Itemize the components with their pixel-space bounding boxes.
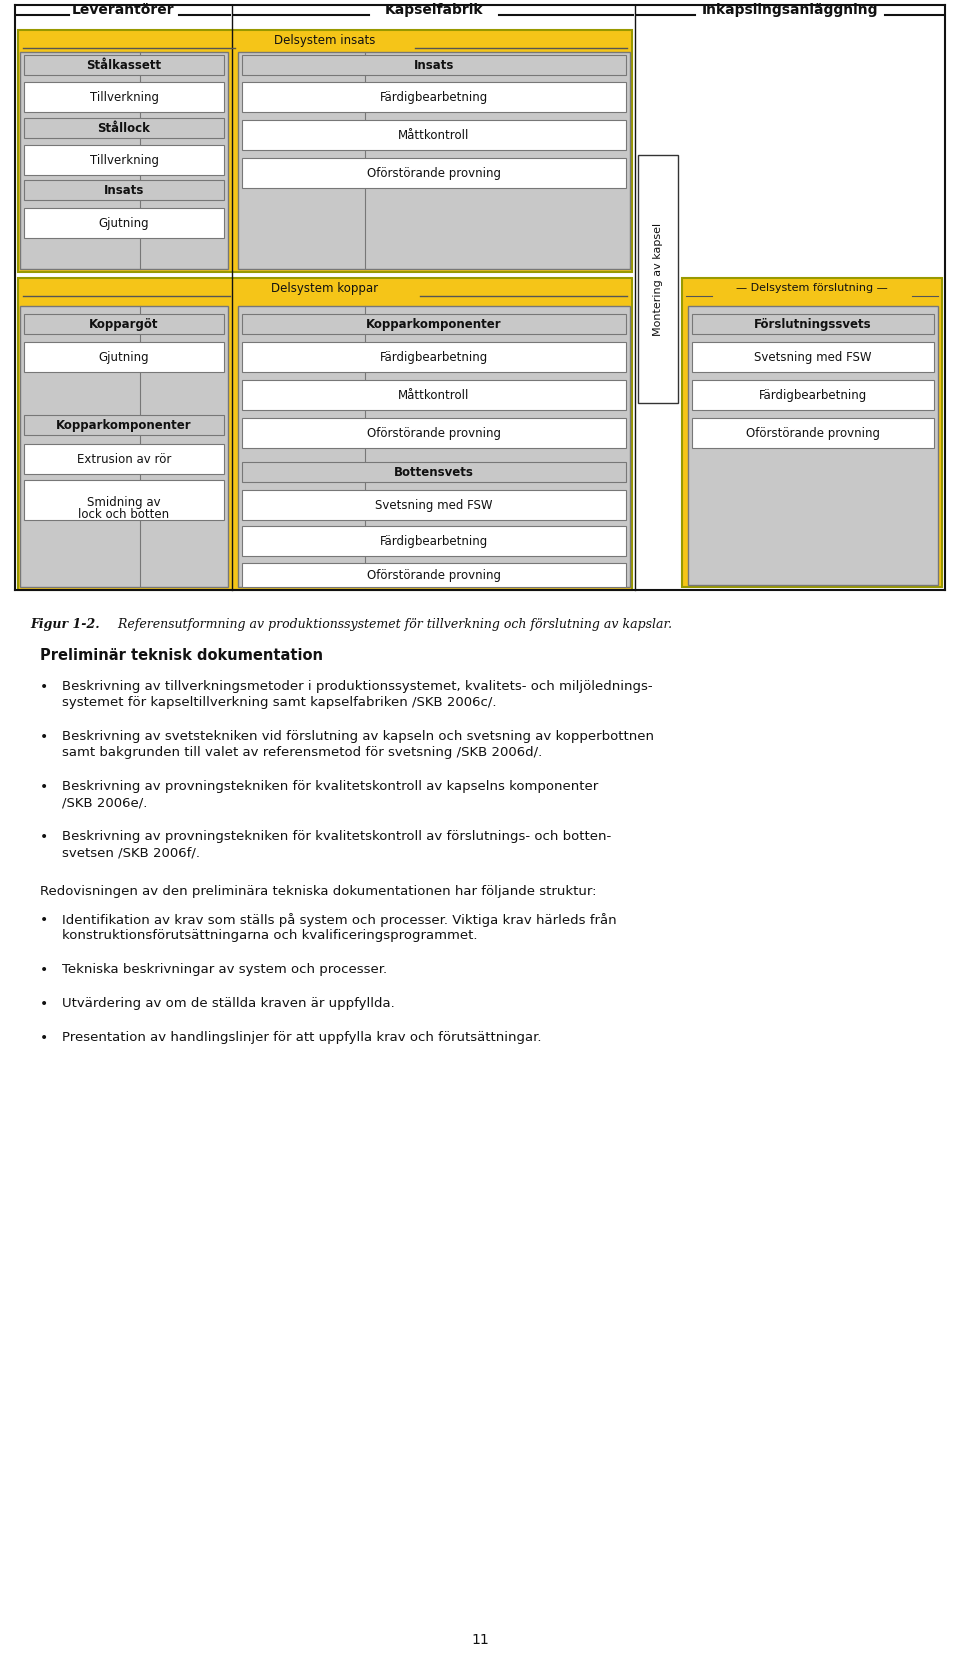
Text: Oförstörande provning: Oförstörande provning <box>367 426 501 440</box>
Bar <box>688 306 938 585</box>
Text: — Delsystem förslutning —: — Delsystem förslutning — <box>736 283 888 293</box>
Text: Oförstörande provning: Oförstörande provning <box>746 426 880 440</box>
Bar <box>682 278 942 587</box>
Bar <box>242 342 626 372</box>
Text: Tillverkning: Tillverkning <box>89 154 158 167</box>
Bar <box>242 489 626 521</box>
Text: Oförstörande provning: Oförstörande provning <box>367 167 501 180</box>
Text: Måttkontroll: Måttkontroll <box>398 388 469 402</box>
Text: Referensutformning av produktionssystemet för tillverkning och förslutning av ka: Referensutformning av produktionssysteme… <box>110 618 672 631</box>
Bar <box>242 314 626 334</box>
Bar <box>638 155 678 403</box>
Text: Färdigbearbetning: Färdigbearbetning <box>380 534 488 547</box>
Text: Leverantörer: Leverantörer <box>72 3 175 17</box>
Bar <box>242 159 626 188</box>
Bar <box>24 83 224 112</box>
Bar <box>238 306 630 587</box>
Text: Svetsning med FSW: Svetsning med FSW <box>375 499 492 511</box>
Bar <box>24 180 224 200</box>
Text: Insats: Insats <box>414 58 454 71</box>
Text: Inkapslingsanläggning: Inkapslingsanläggning <box>702 3 878 17</box>
Bar <box>242 380 626 410</box>
Text: Extrusion av rör: Extrusion av rör <box>77 453 171 466</box>
Text: Färdigbearbetning: Färdigbearbetning <box>380 350 488 364</box>
Bar <box>24 145 224 175</box>
Text: Kopparkomponenter: Kopparkomponenter <box>57 418 192 431</box>
Bar <box>242 461 626 483</box>
Text: •: • <box>40 1031 48 1045</box>
Text: Beskrivning av provningstekniken för kvalitetskontroll av kapselns komponenter: Beskrivning av provningstekniken för kva… <box>62 780 598 793</box>
Bar <box>24 314 224 334</box>
Text: Delsystem koppar: Delsystem koppar <box>272 281 378 294</box>
Text: konstruktionsförutsättningarna och kvalificeringsprogrammet.: konstruktionsförutsättningarna och kvali… <box>62 929 477 942</box>
Text: Gjutning: Gjutning <box>99 350 150 364</box>
Text: /SKB 2006e/.: /SKB 2006e/. <box>62 797 148 808</box>
Bar <box>242 83 626 112</box>
Text: Smidning av: Smidning av <box>87 496 161 509</box>
Text: 11: 11 <box>471 1633 489 1646</box>
Text: Färdigbearbetning: Färdigbearbetning <box>758 388 867 402</box>
Text: Figur 1-2.: Figur 1-2. <box>30 618 100 631</box>
Bar <box>24 445 224 474</box>
Bar <box>242 121 626 150</box>
Text: Tekniska beskrivningar av system och processer.: Tekniska beskrivningar av system och pro… <box>62 964 387 975</box>
Text: Redovisningen av den preliminära tekniska dokumentationen har följande struktur:: Redovisningen av den preliminära teknisk… <box>40 884 596 898</box>
Bar <box>242 418 626 448</box>
Bar <box>692 380 934 410</box>
Bar <box>24 342 224 372</box>
Bar <box>18 278 632 590</box>
Text: Förslutningssvets: Förslutningssvets <box>755 317 872 331</box>
Text: Presentation av handlingslinjer för att uppfylla krav och förutsättningar.: Presentation av handlingslinjer för att … <box>62 1031 541 1045</box>
Text: Stålkassett: Stålkassett <box>86 58 161 71</box>
Bar <box>242 55 626 74</box>
Bar <box>20 306 228 587</box>
Text: lock och botten: lock och botten <box>79 507 170 521</box>
Text: •: • <box>40 731 48 744</box>
Text: •: • <box>40 912 48 927</box>
Text: Kapselfabrik: Kapselfabrik <box>384 3 483 17</box>
Text: svetsen /SKB 2006f/.: svetsen /SKB 2006f/. <box>62 846 200 860</box>
Bar <box>24 55 224 74</box>
Bar <box>692 418 934 448</box>
Text: Stållock: Stållock <box>98 122 151 134</box>
Bar <box>24 415 224 435</box>
Text: Preliminär teknisk dokumentation: Preliminär teknisk dokumentation <box>40 648 323 663</box>
Text: Beskrivning av tillverkningsmetoder i produktionssystemet, kvalitets- och miljöl: Beskrivning av tillverkningsmetoder i pr… <box>62 679 653 693</box>
Bar <box>692 314 934 334</box>
Text: •: • <box>40 830 48 845</box>
Bar <box>20 51 228 269</box>
Bar <box>238 51 630 269</box>
Text: Insats: Insats <box>104 183 144 197</box>
Text: •: • <box>40 780 48 793</box>
Bar <box>18 30 632 273</box>
Text: Måttkontroll: Måttkontroll <box>398 129 469 142</box>
Bar <box>24 208 224 238</box>
Text: •: • <box>40 679 48 694</box>
Text: Utvärdering av om de ställda kraven är uppfyllda.: Utvärdering av om de ställda kraven är u… <box>62 997 395 1010</box>
Text: Koppargöt: Koppargöt <box>89 317 158 331</box>
Text: Svetsning med FSW: Svetsning med FSW <box>755 350 872 364</box>
Text: Beskrivning av provningstekniken för kvalitetskontroll av förslutnings- och bott: Beskrivning av provningstekniken för kva… <box>62 830 612 843</box>
Text: •: • <box>40 997 48 1012</box>
Text: Färdigbearbetning: Färdigbearbetning <box>380 91 488 104</box>
Bar <box>24 479 224 521</box>
Text: systemet för kapseltillverkning samt kapselfabriken /SKB 2006c/.: systemet för kapseltillverkning samt kap… <box>62 696 496 709</box>
Text: Oförstörande provning: Oförstörande provning <box>367 569 501 582</box>
Text: Gjutning: Gjutning <box>99 217 150 230</box>
Text: Beskrivning av svetstekniken vid förslutning av kapseln och svetsning av kopperb: Beskrivning av svetstekniken vid förslut… <box>62 731 654 742</box>
Bar <box>242 564 626 587</box>
Bar <box>242 526 626 555</box>
Text: Kopparkomponenter: Kopparkomponenter <box>366 317 502 331</box>
Text: Tillverkning: Tillverkning <box>89 91 158 104</box>
Text: Bottensvets: Bottensvets <box>394 466 474 478</box>
Bar <box>24 117 224 137</box>
Text: Montering av kapsel: Montering av kapsel <box>653 223 663 336</box>
Text: •: • <box>40 964 48 977</box>
Text: Delsystem insats: Delsystem insats <box>275 33 375 46</box>
Text: samt bakgrunden till valet av referensmetod för svetsning /SKB 2006d/.: samt bakgrunden till valet av referensme… <box>62 746 542 759</box>
Text: Identifikation av krav som ställs på system och processer. Viktiga krav härleds : Identifikation av krav som ställs på sys… <box>62 912 616 927</box>
Bar <box>692 342 934 372</box>
